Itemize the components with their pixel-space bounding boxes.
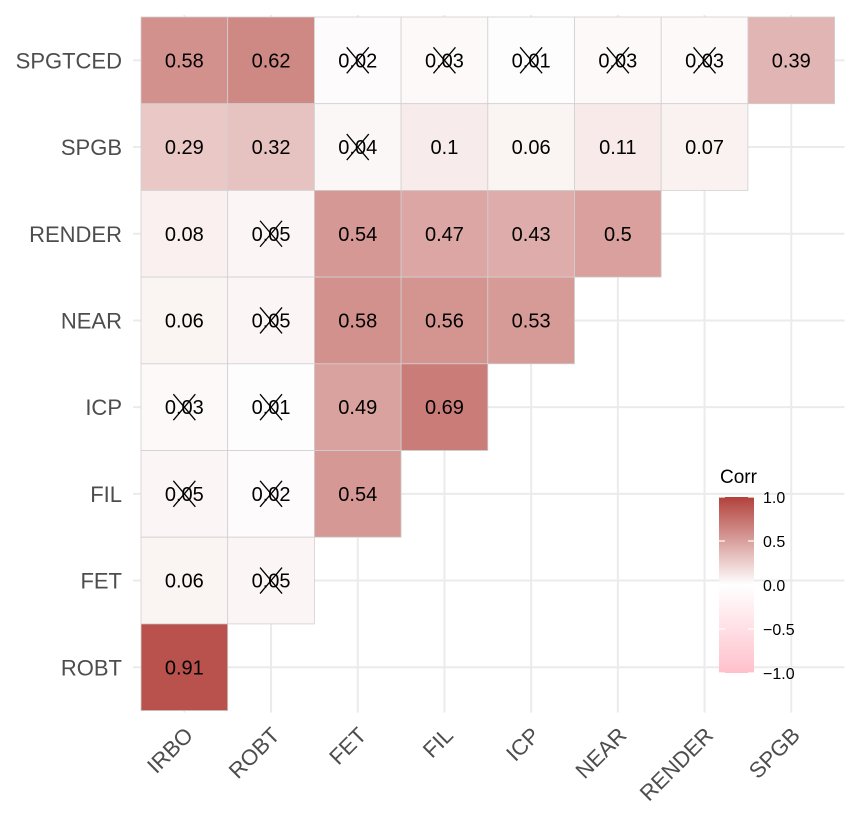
cross-stroke bbox=[432, 46, 456, 74]
cell-value-label: 0.32 bbox=[252, 137, 291, 159]
cross-stroke bbox=[346, 46, 370, 74]
legend-ticks: 1.0 0.5 0.0 −0.5 −1.0 bbox=[719, 490, 795, 683]
cell-value-labels: 0.580.620.020.030.010.030.030.390.290.32… bbox=[165, 50, 811, 679]
insignificance-cross bbox=[259, 220, 283, 248]
heatmap-cell-render-irbo bbox=[140, 189, 229, 278]
insignificance-cross bbox=[172, 480, 196, 508]
heatmap-cell-spgb-near bbox=[574, 103, 662, 191]
heatmap-cell-render-icp bbox=[487, 189, 575, 278]
legend-tick-label: 0.5 bbox=[763, 534, 785, 551]
y-tick-label-fil: FIL bbox=[90, 482, 122, 507]
insignificance-cross bbox=[259, 480, 283, 508]
insignificance-cross bbox=[259, 567, 283, 594]
heatmap-cell-fil-fet bbox=[313, 450, 402, 538]
heatmap-cell-spgtced-irbo bbox=[140, 16, 229, 105]
y-tick-label-near: NEAR bbox=[61, 308, 122, 333]
cell-value-label: 0.06 bbox=[512, 137, 551, 159]
legend-title: Corr bbox=[720, 467, 758, 488]
color-legend: Corr 1.0 0.5 0.0 −0.5 −1.0 bbox=[719, 467, 795, 683]
x-tick-label-irbo: IRBO bbox=[142, 722, 198, 778]
x-tick-label-robt: ROBT bbox=[224, 722, 285, 783]
cell-value-label: 0.54 bbox=[338, 224, 377, 246]
cell-value-label: 0.58 bbox=[165, 50, 204, 72]
x-tick-label-near: NEAR bbox=[570, 722, 631, 783]
y-tick-label-icp: ICP bbox=[85, 395, 122, 420]
heatmap-cell-robt-irbo bbox=[140, 623, 229, 712]
cross-stroke bbox=[259, 567, 283, 594]
insignificance-cross bbox=[432, 46, 456, 74]
insignificance-cross bbox=[259, 307, 283, 334]
y-tick-label-spgb: SPGB bbox=[61, 135, 122, 160]
cell-value-label: 0.53 bbox=[512, 310, 551, 332]
cell-value-label: 0.49 bbox=[338, 397, 377, 419]
cross-stroke bbox=[259, 307, 283, 334]
insignificance-cross bbox=[519, 46, 543, 74]
heatmap-cell-render-near bbox=[574, 189, 662, 278]
legend-tick-label: −1.0 bbox=[763, 666, 795, 683]
cell-value-label: 0.06 bbox=[165, 310, 204, 332]
cell-value-label: 0.58 bbox=[338, 310, 377, 332]
legend-tick-label: 1.0 bbox=[763, 490, 785, 507]
y-tick-label-render: RENDER bbox=[29, 222, 122, 247]
heatmap-cell-near-icp bbox=[487, 276, 575, 365]
cell-value-label: 0.91 bbox=[165, 657, 204, 679]
cross-stroke bbox=[259, 393, 283, 421]
cross-stroke bbox=[259, 220, 283, 248]
cell-value-label: 0.43 bbox=[512, 224, 551, 246]
insignificance-cross bbox=[346, 133, 370, 161]
cell-value-label: 0.56 bbox=[425, 310, 464, 332]
cross-stroke bbox=[519, 46, 543, 74]
x-tick-label-render: RENDER bbox=[635, 722, 718, 805]
insignificance-cross bbox=[259, 393, 283, 421]
cross-stroke bbox=[606, 46, 630, 74]
insignificance-crosses bbox=[172, 46, 717, 594]
insignificance-cross bbox=[346, 46, 370, 74]
x-tick-label-spgb: SPGB bbox=[744, 722, 805, 783]
heatmap-cell-spgtced-spgb bbox=[747, 16, 836, 105]
y-tick-label-fet: FET bbox=[80, 569, 122, 594]
cell-value-label: 0.5 bbox=[604, 224, 632, 246]
legend-tick-label: −0.5 bbox=[763, 622, 795, 639]
cell-value-label: 0.06 bbox=[165, 571, 204, 593]
cell-value-label: 0.47 bbox=[425, 224, 464, 246]
insignificance-cross bbox=[693, 46, 717, 74]
insignificance-cross bbox=[606, 46, 630, 74]
cell-value-label: 0.39 bbox=[772, 50, 811, 72]
y-tick-label-spgtced: SPGTCED bbox=[16, 48, 122, 73]
y-axis-tick-labels: SPGTCED SPGB RENDER NEAR ICP FIL FET ROBT bbox=[16, 48, 122, 680]
heatmap-cell-spgb-irbo bbox=[140, 103, 229, 191]
cell-value-label: 0.08 bbox=[165, 224, 204, 246]
cell-value-label: 0.62 bbox=[252, 50, 291, 72]
y-tick-label-robt: ROBT bbox=[61, 655, 122, 680]
cell-value-label: 0.1 bbox=[431, 137, 459, 159]
cross-stroke bbox=[259, 480, 283, 508]
cell-value-label: 0.29 bbox=[165, 137, 204, 159]
heatmap-cell-spgb-fil bbox=[400, 103, 489, 191]
cross-stroke bbox=[172, 480, 196, 508]
heatmap-cell-render-fil bbox=[400, 189, 489, 278]
cell-value-label: 0.54 bbox=[338, 484, 377, 506]
x-axis-tick-labels: IRBO ROBT FET FIL ICP NEAR RENDER SPGB bbox=[142, 722, 805, 805]
heatmap-cell-icp-fil bbox=[400, 363, 489, 451]
legend-tick-label: 0.0 bbox=[763, 578, 785, 595]
insignificance-cross bbox=[172, 393, 196, 421]
x-tick-label-fil: FIL bbox=[418, 722, 458, 762]
cross-stroke bbox=[172, 393, 196, 421]
x-tick-label-fet: FET bbox=[324, 722, 371, 769]
x-tick-label-icp: ICP bbox=[501, 722, 545, 766]
heatmap-cell-spgb-icp bbox=[487, 103, 575, 191]
cell-value-label: 0.11 bbox=[599, 137, 636, 159]
cross-stroke bbox=[346, 133, 370, 161]
cell-value-label: 0.07 bbox=[685, 137, 724, 159]
heatmap-cell-near-irbo bbox=[140, 276, 229, 365]
heatmap-cell-spgb-robt bbox=[227, 103, 315, 191]
cell-value-label: 0.69 bbox=[425, 397, 464, 419]
cross-stroke bbox=[693, 46, 717, 74]
heatmap-cells bbox=[140, 16, 836, 712]
heatmap-cell-spgb-render bbox=[660, 103, 749, 191]
heatmap-cell-render-fet bbox=[313, 189, 402, 278]
